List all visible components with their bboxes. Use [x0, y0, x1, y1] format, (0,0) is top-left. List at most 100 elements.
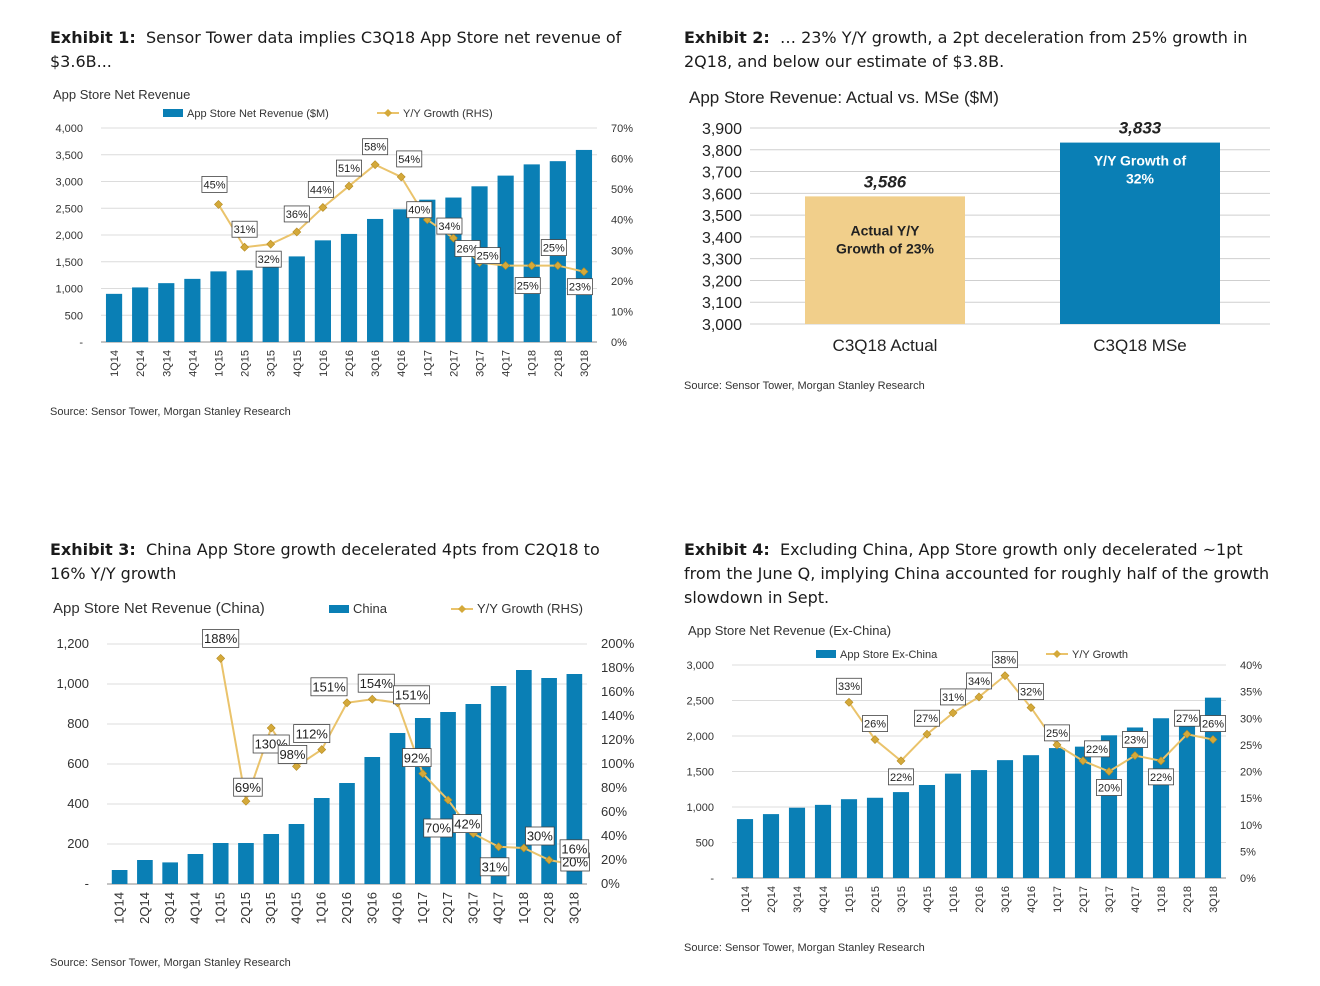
chart-title: App Store Net Revenue [53, 87, 190, 102]
bar [238, 843, 254, 884]
data-label-box [836, 677, 862, 695]
y2-tick-label: 10% [1240, 820, 1262, 832]
x-tick-label: 1Q16 [318, 350, 330, 377]
chart-actual-vs-mse: App Store Revenue: Actual vs. MSe ($M) 3,… [689, 88, 1270, 355]
bar [1178, 711, 1196, 878]
y-tick-label: 3,300 [702, 252, 742, 269]
chart-title: App Store Net Revenue (China) [53, 600, 265, 617]
growth-marker [1000, 671, 1010, 681]
y2-tick-label: 70% [611, 123, 633, 135]
growth-data-label: 112% [296, 726, 329, 741]
x-tick-label: C3Q18 MSe [1093, 336, 1187, 355]
bar [389, 733, 406, 884]
bar [419, 199, 436, 342]
bar-value-label: 3,833 [1119, 119, 1162, 138]
y2-tick-label: 0% [601, 876, 620, 891]
bar [210, 271, 227, 342]
data-label-box [202, 629, 240, 648]
x-tick-label: 1Q14 [740, 886, 752, 913]
data-label-box [559, 839, 590, 859]
data-label-box [479, 857, 510, 877]
legend-bar-swatch [163, 109, 183, 117]
growth-data-label: 26% [1202, 719, 1224, 731]
growth-marker [501, 261, 511, 270]
y-tick-label: 4,000 [55, 123, 83, 135]
data-label-box [336, 159, 362, 177]
growth-data-label: 31% [482, 859, 508, 874]
bar-value-label: 3,586 [864, 172, 907, 191]
growth-data-label: 54% [398, 154, 420, 166]
x-tick-label: 3Q17 [475, 350, 487, 377]
y-tick-label: 500 [65, 310, 83, 322]
growth-marker [974, 692, 984, 702]
growth-marker [266, 239, 276, 249]
x-tick-label: 1Q18 [527, 350, 539, 377]
chart-ex-china-net-revenue: App Store Net Revenue (Ex-China) - 500 1,00… [686, 623, 1262, 913]
growth-marker [1182, 729, 1192, 739]
growth-marker [342, 698, 352, 708]
y-tick-label: 3,000 [686, 660, 714, 672]
x-tick-label: 4Q17 [1130, 886, 1142, 913]
growth-marker [318, 203, 328, 212]
data-label-box [283, 205, 310, 223]
growth-marker [422, 215, 432, 225]
growth-marker [553, 261, 563, 270]
bar [184, 278, 201, 342]
bar [788, 807, 806, 878]
bar [314, 240, 331, 342]
x-tick-label: 4Q17 [491, 892, 506, 924]
bar [970, 770, 988, 878]
data-label-box [436, 217, 463, 235]
x-tick-label: 2Q18 [541, 892, 556, 924]
y-tick-label: 2,000 [55, 230, 83, 242]
y-tick-label: 1,000 [56, 676, 89, 691]
bar [393, 209, 410, 342]
data-label-box [396, 150, 423, 168]
y-tick-label: 200 [67, 836, 89, 851]
x-tick-label: 1Q15 [213, 892, 228, 924]
exhibit-4-label: Exhibit 4: [684, 540, 770, 559]
data-label-box [277, 744, 308, 764]
chart-app-store-net-revenue: App Store Net Revenue - 500 1,000 1,500 2,000… [53, 87, 633, 377]
y2-tick-label: 20% [1240, 767, 1262, 779]
growth-marker [579, 267, 589, 277]
x-tick-label: 1Q14 [112, 892, 127, 924]
legend-bar-label: App Store Net Revenue ($M) [187, 108, 329, 120]
growth-data-label: 27% [916, 713, 938, 725]
x-tick-label: 4Q15 [292, 350, 304, 377]
bar [541, 678, 557, 884]
data-label-box [1200, 715, 1226, 732]
data-label-box [992, 651, 1018, 669]
y2-tick-label: 60% [611, 154, 633, 166]
y2-tick-label: 5% [1240, 846, 1256, 858]
x-tick-label: 2Q17 [448, 350, 460, 377]
growth-data-label: 58% [364, 142, 386, 154]
growth-data-label: 42% [454, 816, 480, 831]
x-tick-label: 2Q14 [766, 886, 778, 913]
x-tick-label: 2Q17 [440, 892, 455, 924]
x-tick-label: 4Q16 [390, 892, 405, 924]
growth-marker [870, 735, 880, 744]
y-tick-label: 400 [67, 796, 89, 811]
growth-marker [292, 227, 302, 237]
y-tick-label: 1,000 [55, 284, 83, 296]
y-tick-label: 3,000 [55, 177, 83, 189]
bar [1100, 735, 1118, 878]
growth-data-label: 188% [204, 631, 238, 646]
growth-data-label: 69% [235, 780, 261, 795]
bar [313, 798, 330, 884]
data-label-box [1122, 731, 1148, 748]
bar [575, 149, 593, 342]
growth-data-label: 38% [994, 655, 1016, 667]
y2-tick-label: 120% [601, 732, 635, 747]
y2-tick-label: 140% [601, 708, 635, 723]
bar [288, 824, 305, 884]
exhibit-2-source: Source: Sensor Tower, Morgan Stanley Res… [684, 380, 925, 392]
x-tick-label: 3Q16 [1000, 886, 1012, 913]
bar [566, 674, 583, 884]
growth-data-label: 22% [890, 772, 912, 784]
growth-data-label: 25% [517, 281, 539, 293]
bar [465, 704, 482, 884]
y2-tick-label: 200% [601, 636, 635, 651]
x-tick-label: 2Q15 [870, 886, 882, 913]
